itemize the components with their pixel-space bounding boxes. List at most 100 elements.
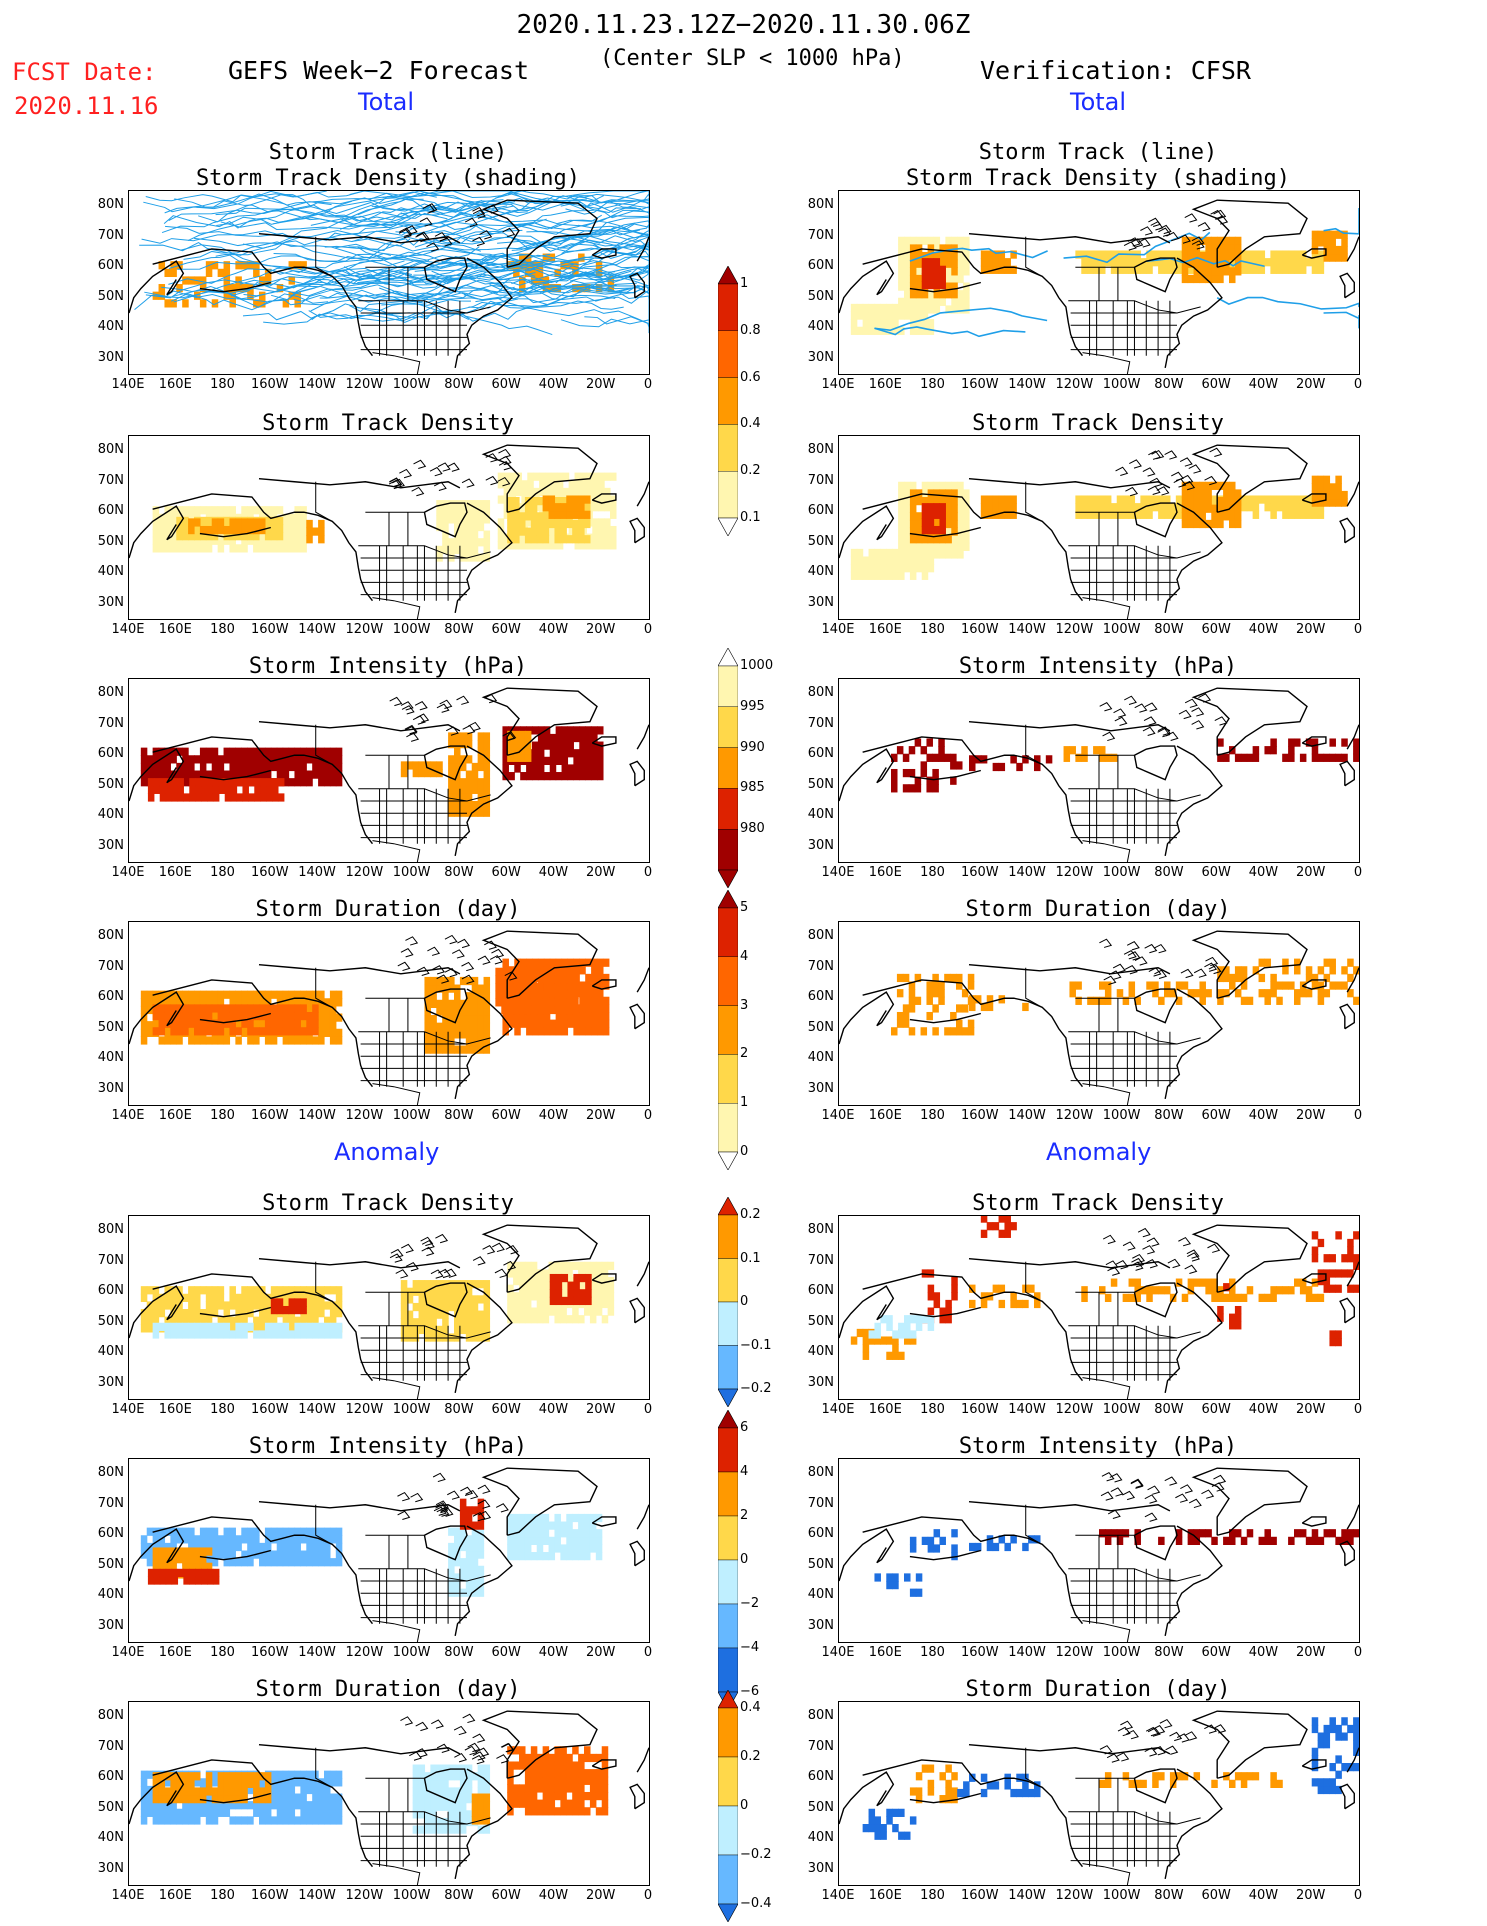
shaded-cell bbox=[218, 1294, 225, 1302]
shaded-cell bbox=[513, 1784, 520, 1792]
shaded-cell bbox=[537, 520, 544, 528]
shaded-cell bbox=[147, 1551, 154, 1559]
shaded-cell bbox=[1010, 755, 1017, 763]
shaded-cell bbox=[939, 526, 946, 534]
shaded-cell bbox=[898, 549, 905, 557]
shaded-cell bbox=[1324, 1285, 1331, 1293]
shaded-cell bbox=[478, 732, 485, 740]
lon-tick-label: 20W bbox=[579, 1402, 623, 1417]
lat-tick-label: 70N bbox=[798, 1253, 834, 1268]
shaded-cell bbox=[598, 480, 605, 488]
shaded-cell bbox=[1353, 746, 1359, 754]
shaded-cell bbox=[166, 786, 173, 794]
shaded-cell bbox=[159, 544, 166, 552]
shaded-cell bbox=[502, 959, 509, 967]
lon-tick-label: 60W bbox=[1194, 1402, 1238, 1417]
shaded-cell bbox=[224, 1323, 231, 1331]
panel-title: Storm Track Density bbox=[828, 411, 1368, 436]
shaded-cell bbox=[194, 1535, 201, 1543]
shaded-cell bbox=[922, 518, 929, 526]
shaded-cell bbox=[460, 1558, 467, 1566]
shaded-cell bbox=[597, 1004, 604, 1012]
shaded-cell bbox=[1341, 238, 1348, 246]
shaded-cell bbox=[277, 1558, 284, 1566]
shaded-cell bbox=[513, 497, 520, 505]
shaded-cell bbox=[886, 556, 893, 564]
shaded-cell bbox=[330, 1794, 337, 1802]
shaded-cell bbox=[454, 1318, 461, 1326]
shaded-cell bbox=[1270, 1772, 1277, 1780]
shaded-cell bbox=[602, 1315, 609, 1323]
shaded-cell bbox=[188, 1020, 195, 1028]
shaded-cell bbox=[1312, 974, 1319, 982]
shaded-cell bbox=[566, 1544, 573, 1552]
lon-tick-label: 60W bbox=[1194, 622, 1238, 637]
shaded-cell bbox=[531, 1262, 538, 1270]
shaded-cell bbox=[585, 981, 592, 989]
storm-track bbox=[1324, 208, 1359, 234]
shaded-cell bbox=[164, 521, 171, 529]
shaded-cell bbox=[1270, 266, 1277, 274]
lon-tick-label: 160W bbox=[958, 377, 1002, 392]
shaded-cell bbox=[172, 1569, 179, 1577]
shaded-cell bbox=[922, 511, 929, 519]
shaded-cell bbox=[478, 1038, 485, 1046]
shaded-cell bbox=[1329, 254, 1336, 262]
shaded-cell bbox=[266, 778, 273, 786]
shaded-cell bbox=[525, 1754, 532, 1762]
shaded-cell bbox=[1235, 520, 1242, 528]
shaded-cell bbox=[898, 244, 905, 252]
shaded-cell bbox=[300, 1809, 307, 1817]
shaded-cell bbox=[513, 520, 520, 528]
shaded-cell bbox=[147, 1021, 154, 1029]
shaded-cell bbox=[306, 1294, 313, 1302]
shaded-cell bbox=[154, 1569, 161, 1577]
panel-title: Storm Track (line) bbox=[118, 140, 658, 165]
shaded-cell bbox=[1199, 981, 1206, 989]
shaded-cell bbox=[566, 1522, 573, 1530]
shaded-cell bbox=[484, 748, 491, 756]
lon-tick-label: 100W bbox=[1100, 377, 1144, 392]
shaded-cell bbox=[478, 1535, 485, 1543]
shaded-cell bbox=[934, 281, 941, 289]
shaded-cell bbox=[1211, 237, 1218, 245]
shaded-cell bbox=[283, 1323, 290, 1331]
shaded-cell bbox=[507, 1552, 514, 1560]
shaded-cell bbox=[608, 1262, 615, 1270]
shaded-cell bbox=[498, 480, 505, 488]
shaded-cell bbox=[248, 778, 255, 786]
shaded-cell bbox=[289, 778, 296, 786]
shaded-cell bbox=[153, 1547, 160, 1555]
shaded-cell bbox=[212, 1528, 219, 1536]
shaded-cell bbox=[212, 1551, 219, 1559]
shaded-cell bbox=[507, 1761, 514, 1769]
lon-tick-label: 0 bbox=[1336, 1645, 1380, 1660]
shaded-cell bbox=[177, 1569, 184, 1577]
shaded-cell bbox=[259, 537, 266, 545]
lon-tick-label: 160E bbox=[863, 1645, 907, 1660]
shaded-cell bbox=[507, 998, 514, 1006]
shaded-cell bbox=[1158, 503, 1165, 511]
shaded-cell bbox=[892, 1352, 899, 1360]
shaded-cell bbox=[1329, 491, 1336, 499]
shaded-cell bbox=[194, 991, 201, 999]
shaded-cell bbox=[863, 327, 870, 335]
shaded-cell bbox=[1300, 258, 1307, 266]
shaded-cell bbox=[928, 304, 935, 312]
shaded-cell bbox=[916, 535, 923, 543]
shaded-cell bbox=[928, 526, 935, 534]
lat-tick-label: 50N bbox=[798, 534, 834, 549]
lon-tick-label: 40W bbox=[1241, 1402, 1285, 1417]
shaded-cell bbox=[283, 537, 290, 545]
shaded-cell bbox=[318, 1029, 325, 1037]
shaded-cell bbox=[213, 1576, 220, 1584]
shaded-cell bbox=[1341, 1733, 1348, 1741]
lon-tick-label: 180 bbox=[201, 1888, 245, 1903]
shaded-cell bbox=[1105, 250, 1112, 258]
field-shading bbox=[141, 726, 604, 817]
field-shading bbox=[874, 1529, 1359, 1597]
shaded-cell bbox=[916, 564, 923, 572]
shaded-cell bbox=[1146, 1286, 1153, 1294]
lat-tick-label: 70N bbox=[88, 1253, 124, 1268]
shaded-cell bbox=[1335, 1330, 1342, 1338]
